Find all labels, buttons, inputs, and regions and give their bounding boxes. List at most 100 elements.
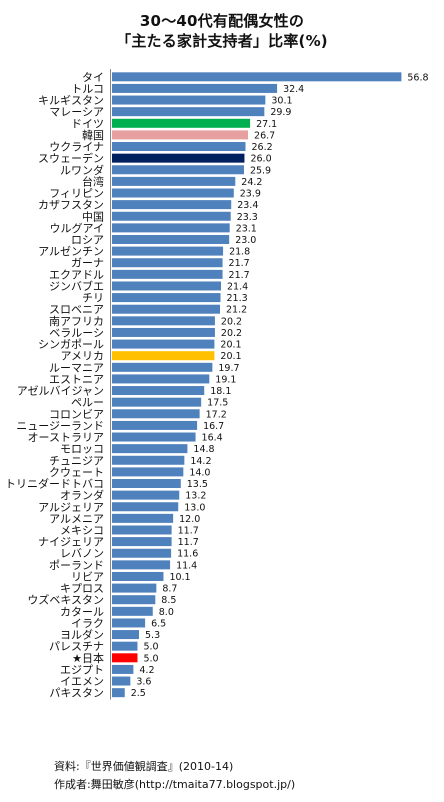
category-label: トルコ bbox=[71, 82, 104, 95]
bar bbox=[112, 513, 174, 523]
category-label: アルゼンチン bbox=[38, 245, 104, 258]
category-label: メキシコ bbox=[60, 524, 104, 537]
category-label: パキスタン bbox=[49, 687, 104, 700]
value-label: 21.7 bbox=[229, 270, 250, 281]
category-label: ポーランド bbox=[49, 559, 104, 572]
category-label: スロベニア bbox=[49, 303, 104, 316]
value-label: 26.7 bbox=[254, 130, 275, 141]
bar bbox=[112, 618, 146, 628]
bar bbox=[112, 165, 244, 175]
category-label: ジンバブエ bbox=[49, 279, 104, 293]
bar bbox=[112, 327, 215, 337]
value-label: 20.2 bbox=[221, 316, 242, 327]
category-label: カザフスタン bbox=[38, 199, 104, 212]
bar bbox=[112, 537, 172, 547]
category-label: トリニダードトバコ bbox=[5, 477, 104, 491]
bar bbox=[112, 397, 202, 407]
bar bbox=[112, 293, 221, 303]
category-label: ルワンダ bbox=[60, 163, 104, 177]
category-label: ロシア bbox=[71, 233, 104, 246]
category-label: ペルー bbox=[71, 396, 104, 409]
value-label: 8.7 bbox=[162, 584, 177, 595]
category-label: ウクライナ bbox=[49, 141, 104, 154]
bar bbox=[112, 258, 223, 268]
bar bbox=[112, 130, 249, 140]
value-label: 32.4 bbox=[283, 84, 304, 95]
bar bbox=[112, 223, 230, 233]
source-note: 資料:『世界価値観調査』(2010-14) bbox=[54, 760, 234, 773]
category-label: 中国 bbox=[82, 210, 104, 223]
category-label: エクアドル bbox=[49, 268, 104, 281]
bar bbox=[112, 188, 234, 198]
value-label: 4.2 bbox=[139, 665, 154, 676]
value-label: 19.1 bbox=[215, 374, 236, 385]
value-label: 20.1 bbox=[220, 340, 241, 351]
category-label: アメリカ bbox=[61, 350, 104, 363]
bar bbox=[112, 548, 172, 558]
category-label: スウェーデン bbox=[38, 151, 104, 165]
category-label: アゼルバイジャン bbox=[17, 385, 104, 398]
category-label: ウズベキスタン bbox=[27, 593, 104, 607]
category-label: ルーマニア bbox=[49, 361, 104, 374]
category-label: ベラルーシ bbox=[49, 326, 104, 339]
bar bbox=[112, 455, 185, 465]
bar bbox=[112, 83, 278, 93]
value-label: 10.1 bbox=[169, 572, 190, 583]
bar bbox=[112, 525, 172, 535]
bar bbox=[112, 467, 184, 477]
chart-subtitle: 「主たる家計支持者」比率(%) bbox=[116, 32, 328, 50]
value-label: 5.0 bbox=[143, 653, 158, 664]
category-label: クウェート bbox=[49, 466, 104, 479]
bar bbox=[112, 153, 245, 163]
value-label: 23.9 bbox=[240, 189, 261, 200]
value-label: 23.3 bbox=[237, 212, 258, 223]
value-label: 5.0 bbox=[143, 642, 158, 653]
bar bbox=[112, 432, 196, 442]
value-label: 14.8 bbox=[193, 444, 214, 455]
value-label: 21.3 bbox=[227, 293, 248, 304]
category-label: フィリピン bbox=[49, 187, 104, 200]
category-label: イエメン bbox=[60, 675, 104, 688]
value-label: 16.4 bbox=[202, 433, 223, 444]
value-label: 19.7 bbox=[218, 363, 239, 374]
category-label: アルジェリア bbox=[38, 501, 104, 514]
value-label: 27.1 bbox=[256, 119, 277, 130]
bar bbox=[112, 560, 171, 570]
bar bbox=[112, 246, 224, 256]
value-label: 13.2 bbox=[185, 491, 206, 502]
bar bbox=[112, 362, 213, 372]
value-label: 21.4 bbox=[227, 281, 248, 292]
category-label: レバノン bbox=[60, 547, 104, 560]
bar bbox=[112, 676, 131, 686]
value-label: 16.7 bbox=[203, 421, 224, 432]
bar bbox=[112, 374, 210, 384]
value-label: 17.2 bbox=[206, 409, 227, 420]
author-note: 作成者:舞田敏彦(http://tmaita77.blogspot.jp/) bbox=[54, 778, 296, 791]
value-label: 8.0 bbox=[159, 607, 174, 618]
bar bbox=[112, 444, 188, 454]
value-label: 30.1 bbox=[271, 96, 292, 107]
value-label: 13.5 bbox=[187, 479, 208, 490]
bar bbox=[112, 688, 125, 698]
value-label: 23.4 bbox=[237, 200, 258, 211]
value-label: 21.7 bbox=[229, 258, 250, 269]
bar-chart: タイ 56.8 トルコ 32.4 キルギスタン 30.1 マレーシア 29.9 ドイツ 27.1 韓… bbox=[5, 69, 429, 700]
bar bbox=[112, 490, 180, 500]
category-label: コロンビア bbox=[49, 408, 104, 421]
bar bbox=[112, 386, 205, 396]
bar bbox=[112, 653, 138, 663]
value-label: 13.0 bbox=[184, 502, 205, 513]
bar bbox=[112, 95, 266, 105]
bar bbox=[112, 595, 156, 605]
value-label: 26.2 bbox=[251, 142, 272, 153]
bar bbox=[112, 339, 215, 349]
category-label: 韓国 bbox=[82, 129, 104, 142]
category-label: イラク bbox=[71, 617, 104, 630]
category-label: シンガポール bbox=[38, 338, 104, 351]
value-label: 11.6 bbox=[177, 549, 198, 560]
value-label: 24.2 bbox=[241, 177, 262, 188]
bar bbox=[112, 606, 153, 616]
bar bbox=[112, 304, 221, 314]
bar bbox=[112, 641, 138, 651]
value-label: 8.5 bbox=[161, 595, 176, 606]
